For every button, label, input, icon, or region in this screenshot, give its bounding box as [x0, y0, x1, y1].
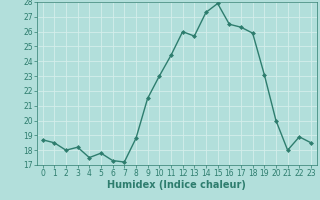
- X-axis label: Humidex (Indice chaleur): Humidex (Indice chaleur): [108, 180, 246, 190]
